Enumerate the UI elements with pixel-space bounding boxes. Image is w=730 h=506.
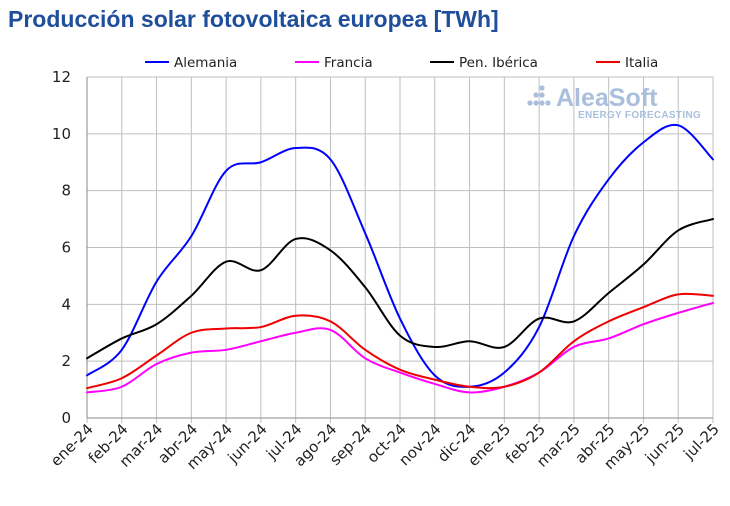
x-tick-label: jul-25 xyxy=(679,420,722,463)
legend-label-italia: Italia xyxy=(625,55,658,71)
series-line-pen-iberica xyxy=(86,218,714,360)
watermark-tagline: ENERGY FORECASTING xyxy=(578,110,701,121)
series-line-italia xyxy=(86,292,714,390)
x-tick-label: ene-24 xyxy=(47,420,97,470)
legend-label-alemania: Alemania xyxy=(174,55,237,71)
watermark-dot xyxy=(539,92,545,98)
y-tick-label: 0 xyxy=(61,409,71,427)
y-tick-label: 6 xyxy=(61,239,71,257)
watermark-dot xyxy=(539,100,545,106)
watermark-dot xyxy=(527,100,533,106)
y-tick-label: 4 xyxy=(61,295,71,313)
series-line-francia xyxy=(86,301,714,394)
watermark-dot xyxy=(533,100,539,106)
y-tick-label: 8 xyxy=(61,182,71,200)
y-tick-label: 2 xyxy=(61,352,71,370)
watermark-dot xyxy=(539,85,545,91)
legend: Alemania Francia Pen. Ibérica Italia xyxy=(145,55,658,71)
x-tick-label: jun-25 xyxy=(641,420,688,467)
legend-label-pen-iberica: Pen. Ibérica xyxy=(459,55,538,71)
y-tick-label: 10 xyxy=(52,125,71,143)
x-tick-label: jun-24 xyxy=(224,420,271,467)
chart-title: Producción solar fotovoltaica europea [T… xyxy=(8,6,499,32)
axes: 024681012ene-24feb-24mar-24abr-24may-24j… xyxy=(47,68,723,473)
legend-label-francia: Francia xyxy=(324,55,373,71)
watermark-dot xyxy=(545,100,551,106)
y-tick-label: 12 xyxy=(52,68,71,86)
watermark-brand: AleaSoft xyxy=(556,84,658,112)
watermark-dot xyxy=(533,92,539,98)
series-line-alemania xyxy=(86,123,714,388)
series-lines xyxy=(86,123,714,394)
